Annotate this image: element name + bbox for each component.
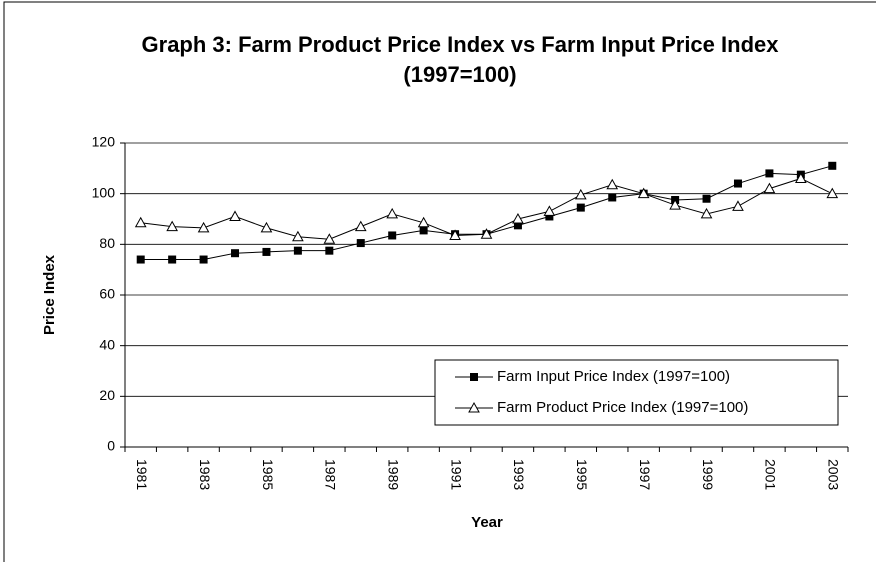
data-point	[229, 210, 241, 221]
y-tick-label: 100	[92, 184, 116, 200]
data-point	[733, 179, 742, 188]
data-point	[637, 187, 650, 199]
data-point	[700, 207, 713, 219]
data-point	[512, 212, 524, 224]
data-point	[323, 233, 336, 244]
data-point	[293, 246, 302, 255]
data-point	[262, 247, 271, 256]
legend-box	[434, 359, 839, 426]
data-point	[606, 178, 619, 190]
data-point	[292, 230, 304, 242]
chart-title: Graph 3: Farm Product Price Index vs Far…	[141, 32, 779, 87]
y-tick-label: 40	[99, 336, 115, 352]
data-point	[417, 216, 430, 228]
data-point	[480, 228, 493, 239]
y-tick-label: 20	[99, 387, 115, 403]
x-tick-label: 1987	[323, 459, 339, 490]
series-line	[140, 165, 833, 261]
legend-marker	[468, 401, 480, 413]
data-point	[543, 205, 556, 216]
data-point	[732, 200, 744, 211]
x-tick-label: 1993	[511, 459, 527, 490]
data-point	[763, 182, 776, 194]
x-tick-label: 1983	[197, 459, 213, 490]
x-tick-label: 1997	[637, 459, 653, 490]
data-point	[545, 212, 554, 221]
data-point	[134, 216, 147, 228]
y-tick-label: 80	[99, 235, 115, 251]
data-point	[260, 221, 273, 233]
x-tick-label: 2003	[826, 459, 842, 490]
data-point	[576, 203, 585, 212]
data-point	[513, 221, 522, 230]
x-tick-label: 1995	[574, 459, 590, 490]
data-point	[608, 193, 617, 202]
y-tick-label: 120	[92, 134, 116, 150]
y-tick-label: 60	[99, 286, 115, 302]
data-point	[199, 255, 208, 264]
data-point	[826, 187, 839, 199]
data-point	[574, 188, 587, 200]
x-tick-label: 1981	[134, 459, 150, 490]
data-point	[449, 229, 461, 240]
data-point	[166, 220, 179, 232]
data-point	[168, 255, 177, 264]
data-point	[828, 161, 837, 170]
x-axis-label: Year	[471, 514, 503, 531]
data-point	[354, 220, 367, 232]
x-tick-label: 2001	[763, 459, 779, 490]
data-point	[386, 207, 399, 219]
data-point	[136, 255, 145, 264]
data-point	[356, 239, 365, 248]
data-point	[388, 231, 397, 240]
x-tick-label: 1985	[260, 459, 276, 490]
data-point	[669, 199, 681, 210]
legend-label: Farm Input Price Index (1997=100)	[497, 368, 730, 385]
legend-marker	[470, 373, 478, 381]
y-tick-label: 0	[107, 438, 115, 454]
data-point	[765, 169, 774, 178]
x-tick-label: 1991	[448, 459, 464, 490]
data-point	[794, 172, 807, 183]
legend-label: Farm Product Price Index (1997=100)	[497, 399, 748, 416]
x-tick-label: 1999	[700, 459, 716, 490]
data-point	[419, 226, 428, 235]
chart-border	[3, 1, 876, 562]
data-point	[702, 194, 711, 203]
data-point	[325, 246, 334, 255]
data-point	[231, 249, 240, 258]
data-point	[197, 221, 210, 233]
y-axis-label: Price Index	[41, 254, 58, 335]
x-tick-label: 1989	[385, 459, 401, 490]
